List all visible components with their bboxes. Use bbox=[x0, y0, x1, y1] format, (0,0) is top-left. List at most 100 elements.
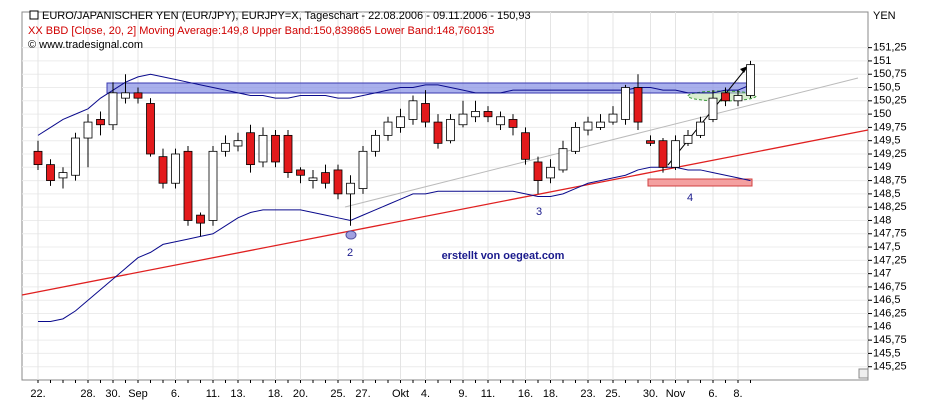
candle-body bbox=[558, 148, 568, 171]
arrow bbox=[667, 65, 749, 166]
x-tick-label: 27. bbox=[355, 388, 370, 400]
arrow-head bbox=[740, 66, 748, 73]
plot-frame bbox=[21, 11, 869, 381]
x-tick-label: 22. bbox=[30, 388, 45, 400]
x-tick-label: 25. bbox=[605, 388, 620, 400]
candle-body bbox=[721, 92, 730, 102]
candle-body bbox=[183, 150, 193, 221]
x-tick-label: 6. bbox=[708, 388, 717, 400]
candle-body bbox=[358, 150, 368, 189]
y-tick-label: 147,75 bbox=[873, 228, 907, 240]
band-line bbox=[38, 166, 751, 323]
x-tick-label: Nov bbox=[666, 388, 686, 400]
candle-body bbox=[83, 121, 93, 139]
trend-line bbox=[21, 129, 869, 296]
x-tick-label: 8. bbox=[733, 388, 742, 400]
candle-body bbox=[508, 119, 518, 128]
x-tick-label: 16. bbox=[518, 388, 533, 400]
candle-body bbox=[646, 140, 655, 144]
candle-body bbox=[471, 111, 480, 118]
candle-body bbox=[446, 119, 455, 142]
annotation: 4 bbox=[687, 192, 693, 204]
y-tick-label: 146,75 bbox=[873, 281, 907, 293]
candle-body bbox=[746, 64, 755, 96]
support-zone bbox=[647, 178, 753, 187]
y-tick-label: 148 bbox=[873, 214, 891, 226]
y-tick-label: 145,75 bbox=[873, 334, 907, 346]
y-tick-label: 149 bbox=[873, 161, 891, 173]
y-tick-label: 150,75 bbox=[873, 68, 907, 80]
y-tick-label: 147 bbox=[873, 268, 891, 280]
candle-body bbox=[458, 113, 468, 126]
band-line bbox=[37, 73, 751, 136]
marker bbox=[345, 230, 357, 240]
y-tick-label: 148,75 bbox=[873, 174, 907, 186]
candle-body bbox=[421, 103, 430, 123]
y-tick-label: 149,75 bbox=[873, 121, 907, 133]
annotation: 2 bbox=[347, 247, 353, 259]
x-tick-label: 6. bbox=[171, 388, 180, 400]
candle-body bbox=[408, 100, 418, 120]
x-tick-label: 25. bbox=[330, 388, 345, 400]
indicator-label: XX BBD [Close, 20, 2] Moving Average:149… bbox=[28, 25, 494, 37]
y-tick-label: 151,25 bbox=[873, 42, 907, 54]
candle-body bbox=[296, 169, 305, 176]
x-tick-label: 9. bbox=[458, 388, 467, 400]
candle-body bbox=[733, 95, 743, 102]
y-tick-label: 149,25 bbox=[873, 148, 907, 160]
candle-body bbox=[108, 92, 118, 126]
candle-body bbox=[521, 132, 530, 160]
x-tick-label: 13. bbox=[230, 388, 245, 400]
candle-body bbox=[383, 121, 393, 136]
y-tick-label: 147,25 bbox=[873, 254, 907, 266]
y-tick-label: 147,5 bbox=[873, 241, 901, 253]
candle-body bbox=[333, 169, 343, 195]
candle-body bbox=[371, 134, 380, 152]
candle-body bbox=[346, 182, 355, 195]
x-tick-label: 18. bbox=[268, 388, 283, 400]
candle-body bbox=[121, 92, 130, 99]
x-tick-label: 4. bbox=[421, 388, 430, 400]
candle-body bbox=[708, 97, 718, 120]
candle-body bbox=[696, 121, 705, 136]
candle-body bbox=[258, 134, 268, 163]
x-tick-label: 30. bbox=[643, 388, 658, 400]
trend-line bbox=[344, 77, 859, 208]
candle-body bbox=[221, 142, 230, 152]
candle-body bbox=[633, 87, 643, 123]
candle-body bbox=[571, 126, 580, 152]
candle-body bbox=[233, 140, 243, 147]
y-tick-label: 149,5 bbox=[873, 135, 901, 147]
y-tick-label: 150,25 bbox=[873, 95, 907, 107]
candle-body bbox=[396, 116, 405, 128]
x-tick-label: Sep bbox=[128, 388, 148, 400]
candle-body bbox=[533, 161, 543, 181]
candle-body bbox=[483, 111, 493, 118]
candle-body bbox=[171, 153, 180, 184]
candle-body bbox=[196, 214, 205, 224]
candle-body bbox=[283, 134, 293, 174]
annotation: 3 bbox=[536, 206, 542, 218]
source: © www.tradesignal.com bbox=[28, 39, 143, 51]
candle-body bbox=[58, 172, 68, 179]
x-tick-label: Okt bbox=[392, 388, 409, 400]
candle-body bbox=[658, 140, 668, 168]
candle-body bbox=[96, 119, 105, 126]
candle-body bbox=[433, 121, 443, 144]
candle-body bbox=[308, 177, 318, 181]
candle-body bbox=[583, 121, 593, 131]
candle-body bbox=[46, 164, 55, 181]
y-tick-label: 146 bbox=[873, 321, 891, 333]
candle-body bbox=[671, 140, 680, 168]
y-tick-label: 148,25 bbox=[873, 201, 907, 213]
y-tick-label: 145,25 bbox=[873, 361, 907, 373]
candle-body bbox=[133, 92, 143, 99]
candle-body bbox=[546, 166, 555, 179]
y-tick-label: 145,5 bbox=[873, 347, 901, 359]
watermark: erstellt von oegeat.com bbox=[442, 250, 565, 262]
candle-body bbox=[271, 134, 280, 163]
candle-body bbox=[496, 116, 505, 126]
y-tick-label: 146,25 bbox=[873, 307, 907, 319]
